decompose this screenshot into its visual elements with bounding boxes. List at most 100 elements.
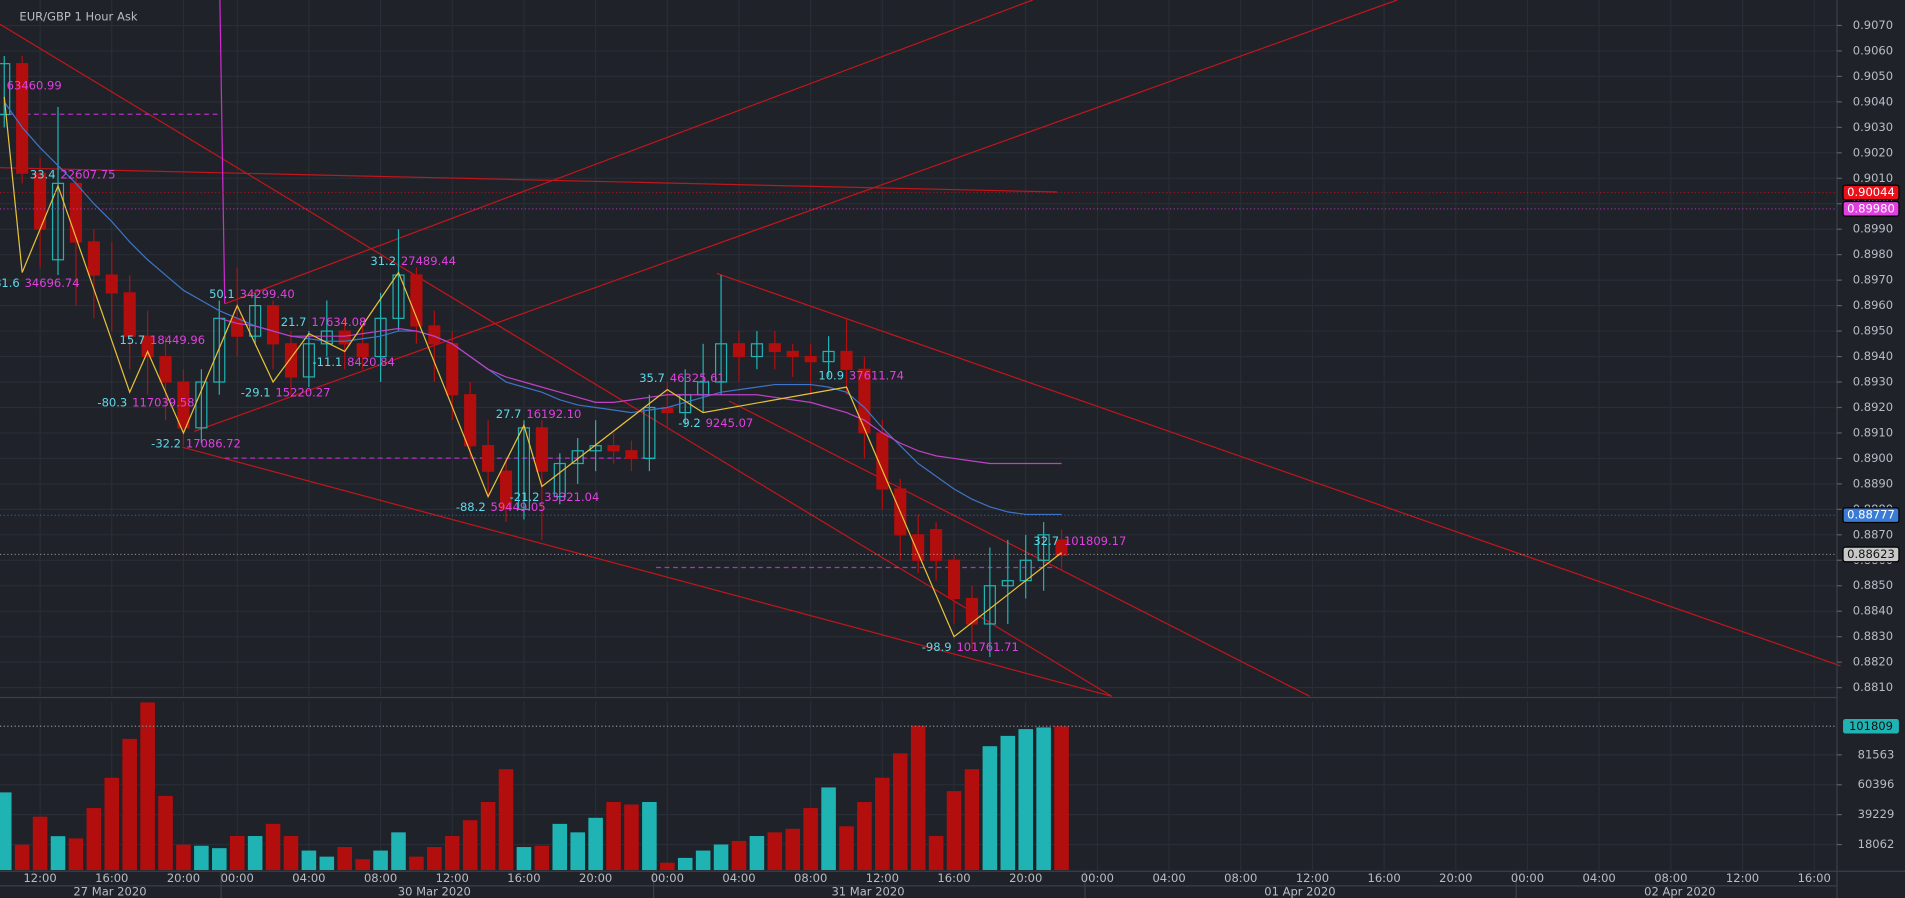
volume-bar	[642, 801, 657, 871]
candle-body	[517, 427, 531, 510]
x-tick-label: 00:00	[1511, 871, 1544, 885]
pivot-volume: 17634.08	[311, 315, 366, 329]
candle-body	[177, 381, 190, 429]
volume-bar	[1054, 726, 1069, 871]
candle-body	[625, 450, 638, 460]
x-tick-label: 12:00	[23, 871, 56, 885]
volume-bar	[444, 836, 460, 871]
y-tick-label: 0.8870	[1853, 527, 1893, 541]
pivot-change: -21.2	[510, 490, 540, 504]
volume-bar	[247, 836, 263, 871]
date-label: 27 Mar 2020	[73, 884, 146, 898]
price-tag	[1842, 184, 1900, 201]
candle-body	[446, 343, 459, 396]
y-tick-label: 0.8810	[1853, 680, 1893, 694]
pivot-change: -88.2	[456, 500, 486, 514]
volume-bar	[265, 823, 281, 871]
volume-bar	[785, 828, 801, 871]
volume-bar	[821, 787, 836, 871]
pivot-change: -29.1	[241, 385, 271, 399]
x-tick-label: 16:00	[1798, 871, 1831, 885]
pivot-volume: 18449.96	[150, 333, 205, 347]
candle-body	[105, 274, 118, 294]
candle-body	[338, 330, 351, 345]
volume-bar	[319, 856, 335, 871]
x-tick-label: 08:00	[794, 871, 827, 885]
volume-bar	[194, 845, 209, 871]
x-tick-label: 12:00	[436, 871, 469, 885]
candle-body	[1037, 534, 1050, 561]
candle-body	[1055, 539, 1068, 556]
x-tick-label: 20:00	[579, 871, 612, 885]
pivot-volume: 34299.40	[240, 287, 295, 301]
y-tick-label: 0.8930	[1853, 375, 1893, 389]
pivot-volume: 8420.84	[347, 355, 395, 369]
pivot-change: -81.6	[0, 276, 20, 290]
volume-bar	[391, 832, 406, 871]
x-tick-label: 20:00	[1009, 871, 1042, 885]
volume-bar	[964, 769, 980, 871]
x-tick-label: 04:00	[722, 871, 755, 885]
volume-bar	[480, 801, 496, 871]
x-tick-label: 00:00	[651, 871, 684, 885]
date-label: 02 Apr 2020	[1644, 884, 1715, 898]
volume-bar	[104, 777, 120, 871]
candle-body	[965, 597, 979, 625]
volume-bar	[158, 795, 173, 871]
volume-bar	[355, 859, 370, 871]
volume-bar	[50, 836, 66, 871]
pivot-change: 33.4	[30, 167, 56, 181]
zigzag-line	[3, 96, 1062, 638]
volume-bar	[516, 847, 532, 871]
candle-body	[159, 355, 172, 383]
candle-body	[571, 450, 584, 465]
price-tag-label: 0.89980	[1847, 201, 1895, 215]
x-tick-label: 00:00	[221, 871, 254, 885]
volume-bar	[606, 801, 621, 871]
candle-body	[284, 343, 298, 378]
volume-bar	[731, 840, 747, 871]
candle-body	[87, 241, 100, 276]
volume-bar	[176, 844, 191, 871]
candle-body	[141, 335, 154, 358]
volume-bar	[749, 836, 765, 871]
pivot-volume: 46325.61	[670, 371, 725, 385]
volume-bar	[910, 725, 926, 871]
y-tick-label: 0.8960	[1853, 298, 1893, 312]
candle-body	[930, 529, 943, 561]
pivot-volume: 101809.17	[1064, 534, 1126, 548]
trend-line	[0, 23, 1112, 697]
volume-bar	[982, 746, 998, 871]
candle-body	[482, 445, 495, 472]
y-tick-label: 0.8940	[1853, 349, 1893, 363]
y-tick-label: 0.9060	[1853, 43, 1893, 57]
x-tick-label: 12:00	[1726, 871, 1759, 885]
volume-bar	[570, 832, 585, 871]
trend-line	[194, 0, 1398, 432]
candle-body	[51, 182, 65, 261]
x-tick-label: 12:00	[1296, 871, 1329, 885]
candle-body	[750, 343, 763, 358]
trend-line	[182, 446, 1112, 697]
pivot-volume: 37611.74	[849, 369, 904, 383]
candle-body	[553, 462, 566, 498]
candle-body	[804, 355, 817, 363]
candle-body	[123, 292, 136, 337]
pivot-change: 10.9	[818, 369, 844, 383]
moving-average	[3, 101, 1062, 516]
pivot-change: -98.9	[922, 640, 952, 654]
y-tick-label: 0.8820	[1853, 655, 1893, 669]
volume-bar	[462, 820, 478, 871]
pivot-volume: 101761.71	[956, 640, 1018, 654]
candle-body	[16, 63, 29, 174]
pivot-volume: 117039.58	[132, 396, 194, 410]
volume-bar	[498, 769, 514, 871]
pivot-change: -11.1	[312, 355, 342, 369]
pivot-volume: 34696.74	[25, 276, 80, 290]
pivot-volume: 27489.44	[401, 254, 456, 268]
pivot-change: -32.2	[151, 436, 181, 450]
x-tick-label: 20:00	[167, 871, 200, 885]
x-tick-label: 16:00	[1368, 871, 1401, 885]
